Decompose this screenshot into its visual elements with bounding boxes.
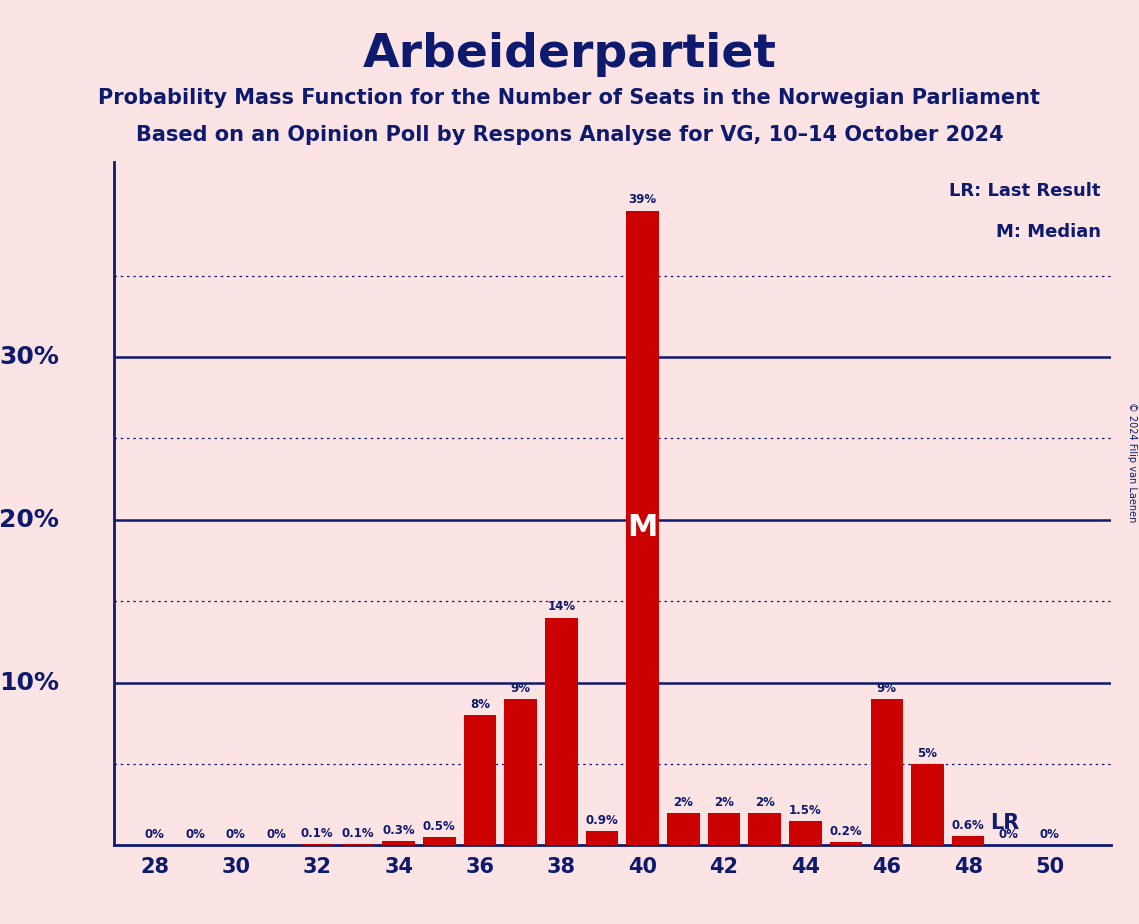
Bar <box>546 617 577 845</box>
Bar <box>952 835 984 845</box>
Text: 20%: 20% <box>0 508 59 532</box>
Text: 10%: 10% <box>0 671 59 695</box>
Text: 0.5%: 0.5% <box>423 821 456 833</box>
Text: 5%: 5% <box>918 747 937 760</box>
Text: 2%: 2% <box>714 796 734 808</box>
Text: 2%: 2% <box>755 796 775 808</box>
Text: 14%: 14% <box>548 601 575 614</box>
Text: Based on an Opinion Poll by Respons Analyse for VG, 10–14 October 2024: Based on an Opinion Poll by Respons Anal… <box>136 125 1003 145</box>
Bar <box>464 715 497 845</box>
Text: 0.1%: 0.1% <box>342 827 375 840</box>
Bar <box>626 211 659 845</box>
Text: 0.2%: 0.2% <box>830 825 862 838</box>
Text: 0%: 0% <box>267 829 287 842</box>
Text: 39%: 39% <box>629 193 657 206</box>
Text: 0.3%: 0.3% <box>383 823 415 836</box>
Text: LR: Last Result: LR: Last Result <box>949 182 1100 201</box>
Text: Arbeiderpartiet: Arbeiderpartiet <box>362 32 777 78</box>
Text: 0.1%: 0.1% <box>301 827 334 840</box>
Text: © 2024 Filip van Laenen: © 2024 Filip van Laenen <box>1126 402 1137 522</box>
Text: 0%: 0% <box>1040 829 1059 842</box>
Bar <box>301 844 334 845</box>
Text: 9%: 9% <box>877 682 896 695</box>
Text: 1.5%: 1.5% <box>789 804 822 817</box>
Text: 0%: 0% <box>999 829 1018 842</box>
Bar <box>830 842 862 845</box>
Text: M: Median: M: Median <box>995 224 1100 241</box>
Text: Probability Mass Function for the Number of Seats in the Norwegian Parliament: Probability Mass Function for the Number… <box>98 88 1041 108</box>
Text: 0.6%: 0.6% <box>952 819 984 832</box>
Text: LR: LR <box>991 813 1019 833</box>
Text: M: M <box>628 514 658 542</box>
Bar <box>911 764 944 845</box>
Bar <box>505 699 536 845</box>
Bar <box>342 844 375 845</box>
Text: 0%: 0% <box>186 829 205 842</box>
Text: 0%: 0% <box>226 829 246 842</box>
Bar <box>789 821 821 845</box>
Bar <box>707 813 740 845</box>
Bar <box>423 837 456 845</box>
Bar <box>383 841 415 845</box>
Text: 9%: 9% <box>510 682 531 695</box>
Text: 30%: 30% <box>0 345 59 369</box>
Text: 0.9%: 0.9% <box>585 814 618 827</box>
Bar <box>748 813 781 845</box>
Bar <box>667 813 699 845</box>
Text: 2%: 2% <box>673 796 694 808</box>
Text: 8%: 8% <box>470 699 490 711</box>
Text: 0%: 0% <box>145 829 164 842</box>
Bar <box>870 699 903 845</box>
Bar <box>585 831 618 845</box>
